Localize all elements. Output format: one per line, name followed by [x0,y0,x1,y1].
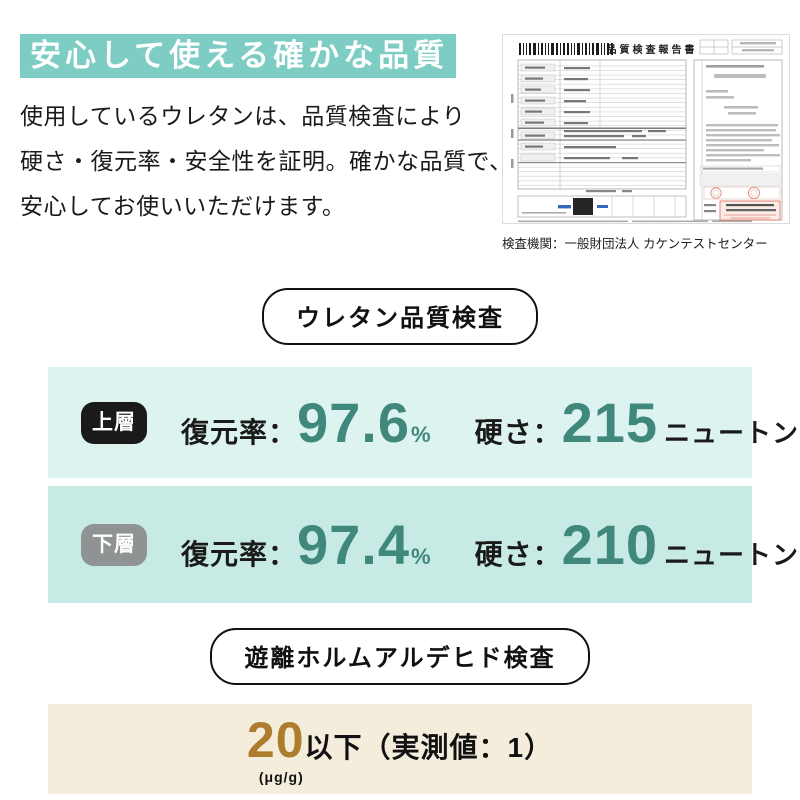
certificate-block: 品質検査報告書 [502,34,790,252]
formaldehyde-result-box: 20 以下（実測値：1） (μg/g) [48,704,752,794]
formaldehyde-result: 20 以下（実測値：1） (μg/g) [246,711,554,785]
formaldehyde-value: 20 [246,711,305,768]
intro-line: 硬さ・復元率・安全性を証明。確かな品質で、 [20,148,513,174]
recovery-label: 復元率： [181,416,298,448]
certificate-result-table [517,59,687,190]
barcode [519,43,613,55]
certificate-title: 品質検査報告書 [607,43,698,56]
hardness-label: 硬さ： [474,416,562,448]
upper-layer-badge: 上層 [81,401,147,444]
certificate-address-column [693,59,783,221]
certificate-caption: 検査機関：一般財団法人 カケンテストセンター [502,237,768,251]
formaldehyde-section-badge: 遊離ホルムアルデヒド検査 [210,628,590,685]
recovery-unit: % [411,421,431,447]
certificate-document-illustration: 品質検査報告書 [502,34,790,224]
intro-paragraph: 使用しているウレタンは、品質検査により 硬さ・復元率・安全性を証明。確かな品質で… [20,94,513,229]
issuer-seal-box [704,200,781,221]
formaldehyde-condition: 以下（実測値：1） [304,731,554,763]
formaldehyde-unit: (μg/g) [258,768,304,785]
quality-report-image: 品質検査報告書 [502,34,790,224]
intro-line: 使用しているウレタンは、品質検査により [20,103,466,129]
hardness-metric: 硬さ： 215 ニュートン [474,390,800,454]
certificate-footnote [518,220,752,223]
urethane-section-badge: ウレタン品質検査 [262,288,538,345]
hardness-value: 215 [561,390,659,454]
top-section: 安心して使える確かな品質 使用しているウレタンは、品質検査により 硬さ・復元率・… [0,0,800,252]
recovery-unit: % [411,543,431,569]
recovery-value: 97.4 [297,512,411,576]
lower-layer-badge: 下層 [81,523,147,566]
recovery-metric: 復元率： 97.4 % [181,512,431,576]
recovery-label: 復元率： [181,538,298,570]
intro-line: 安心してお使いいただけます。 [20,193,346,219]
certificate-footer-strip [517,190,687,218]
hardness-unit: ニュートン [664,539,800,570]
headline-block: 安心して使える確かな品質 使用しているウレタンは、品質検査により 硬さ・復元率・… [20,34,513,252]
page-title: 安心して使える確かな品質 [20,34,457,78]
hardness-value: 210 [561,512,659,576]
upper-layer-result-row: 上層 復元率： 97.6 % 硬さ： 215 ニュートン [48,367,798,478]
approval-stamps [703,186,781,200]
hardness-metric: 硬さ： 210 ニュートン [474,512,800,576]
lower-layer-result-row: 下層 復元率： 97.4 % 硬さ： 210 ニュートン [48,486,798,603]
hardness-label: 硬さ： [474,538,562,570]
hardness-unit: ニュートン [664,417,800,448]
recovery-metric: 復元率： 97.6 % [181,390,431,454]
certificate-header-grid [699,39,783,55]
recovery-value: 97.6 [297,390,411,454]
